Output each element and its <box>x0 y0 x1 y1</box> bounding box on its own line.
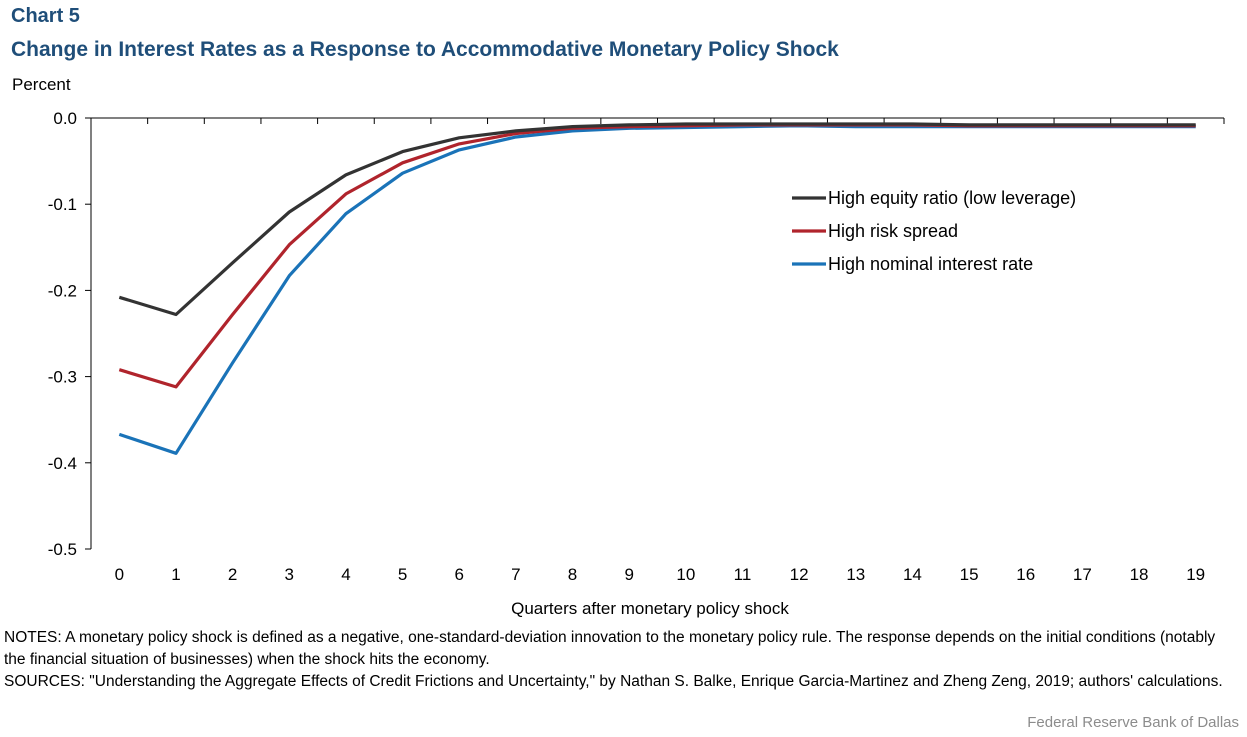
x-tick-label: 12 <box>790 565 809 584</box>
series-lines <box>118 122 1196 455</box>
y-tick-label: -0.4 <box>48 454 77 473</box>
y-tick-label: -0.5 <box>48 540 77 559</box>
x-tick-label: 3 <box>285 565 294 584</box>
sources-text: SOURCES: "Understanding the Aggregate Ef… <box>4 673 1223 690</box>
x-tick-label: 8 <box>568 565 577 584</box>
x-tick-label: 9 <box>624 565 633 584</box>
chart-title: Change in Interest Rates as a Response t… <box>11 38 839 61</box>
x-tick-label: 2 <box>228 565 237 584</box>
x-tick-label: 15 <box>960 565 979 584</box>
legend-label-1: High risk spread <box>828 221 958 241</box>
series-line-2 <box>118 124 1196 455</box>
x-tick-label: 5 <box>398 565 407 584</box>
y-axis: 0.0 -0.1 -0.2 -0.3 -0.4 -0.5 <box>48 109 92 559</box>
x-tick-label: 4 <box>341 565 350 584</box>
y-tick-label: -0.1 <box>48 195 77 214</box>
x-tick-label: 10 <box>676 565 695 584</box>
y-axis-label: Percent <box>12 75 71 94</box>
x-tick-label: 19 <box>1186 565 1205 584</box>
notes-text: NOTES: A monetary policy shock is define… <box>4 629 1216 668</box>
series-line-1 <box>118 123 1196 389</box>
x-tick-label: 13 <box>846 565 865 584</box>
legend-label-0: High equity ratio (low leverage) <box>828 188 1076 208</box>
x-tick-label: 16 <box>1016 565 1035 584</box>
chart-number-label: Chart 5 <box>11 5 80 27</box>
x-tick-label: 14 <box>903 565 922 584</box>
x-tick-label: 0 <box>115 565 124 584</box>
x-axis-label: Quarters after monetary policy shock <box>511 599 789 618</box>
legend-label-2: High nominal interest rate <box>828 254 1033 274</box>
x-tick-label: 6 <box>454 565 463 584</box>
x-axis: 0 1 2 3 4 5 6 7 8 9 10 11 12 13 14 15 16 17 18 19 <box>90 117 1225 584</box>
x-tick-label: 17 <box>1073 565 1092 584</box>
x-tick-label: 1 <box>171 565 180 584</box>
y-tick-label: -0.2 <box>48 281 77 300</box>
source-credit: Federal Reserve Bank of Dallas <box>1027 714 1239 731</box>
x-tick-label: 18 <box>1130 565 1149 584</box>
y-tick-label: 0.0 <box>53 109 77 128</box>
x-tick-label: 7 <box>511 565 520 584</box>
x-tick-label: 11 <box>734 565 752 584</box>
y-tick-label: -0.3 <box>48 368 77 387</box>
notes-block: NOTES: A monetary policy shock is define… <box>4 627 1240 693</box>
legend: High equity ratio (low leverage) High ris… <box>792 188 1076 274</box>
series-line-0 <box>118 122 1196 317</box>
